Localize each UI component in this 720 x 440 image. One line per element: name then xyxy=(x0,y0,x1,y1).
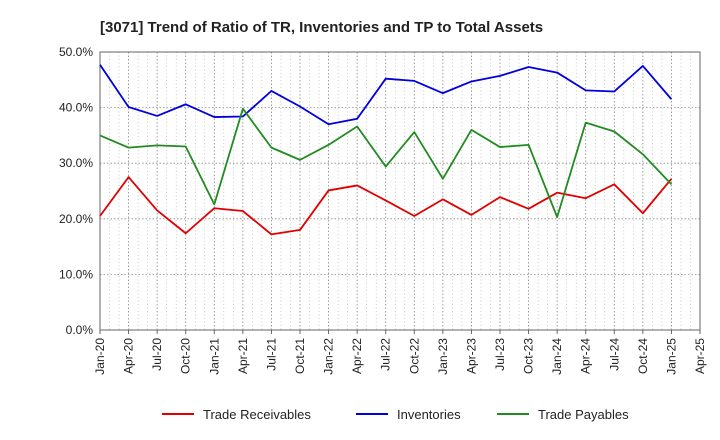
x-tick-label: Apr-24 xyxy=(579,338,593,374)
x-tick-label: Jan-24 xyxy=(550,338,564,375)
x-tick-label: Jul-23 xyxy=(493,338,507,371)
x-tick-label: Apr-23 xyxy=(464,338,478,374)
x-tick-label: Jul-24 xyxy=(607,338,621,371)
x-tick-label: Jan-21 xyxy=(207,338,221,375)
x-tick-label: Oct-23 xyxy=(522,338,536,374)
y-tick-label: 40.0% xyxy=(59,101,93,115)
x-tick-label: Jan-22 xyxy=(322,338,336,375)
x-tick-label: Jul-21 xyxy=(264,338,278,371)
x-tick-label: Apr-20 xyxy=(122,338,136,374)
legend: Trade Receivables Inventories Trade Payabl… xyxy=(162,407,629,422)
grid-lines xyxy=(99,51,701,331)
y-tick-label: 20.0% xyxy=(59,212,93,226)
x-tick-label: Jul-22 xyxy=(379,338,393,371)
x-tick-label: Jan-25 xyxy=(664,338,678,375)
legend-label: Trade Payables xyxy=(538,407,629,422)
x-tick-label: Apr-22 xyxy=(350,338,364,374)
x-tick-label: Oct-20 xyxy=(179,338,193,374)
x-tick-label: Oct-21 xyxy=(293,338,307,374)
axes: 0.0% 10.0% 20.0% 30.0% 40.0% 50.0% Jan-20 Apr-2… xyxy=(59,45,707,375)
legend-label: Inventories xyxy=(397,407,461,422)
x-tick-label: Oct-24 xyxy=(636,338,650,374)
x-tick-label: Apr-21 xyxy=(236,338,250,374)
chart-title: [3071] Trend of Ratio of TR, Inventories… xyxy=(100,19,543,36)
y-tick-label: 0.0% xyxy=(66,323,94,337)
x-tick-label: Apr-25 xyxy=(693,338,707,374)
x-tick-label: Jul-20 xyxy=(150,338,164,371)
y-tick-label: 30.0% xyxy=(59,156,93,170)
y-tick-label: 10.0% xyxy=(59,267,93,281)
x-tick-label: Jan-20 xyxy=(93,338,107,375)
x-tick-label: Jan-23 xyxy=(436,338,450,375)
series-lines xyxy=(99,64,673,236)
y-tick-label: 50.0% xyxy=(59,45,93,59)
x-tick-label: Oct-22 xyxy=(407,338,421,374)
plot-frame xyxy=(99,51,701,331)
legend-label: Trade Receivables xyxy=(203,407,311,422)
